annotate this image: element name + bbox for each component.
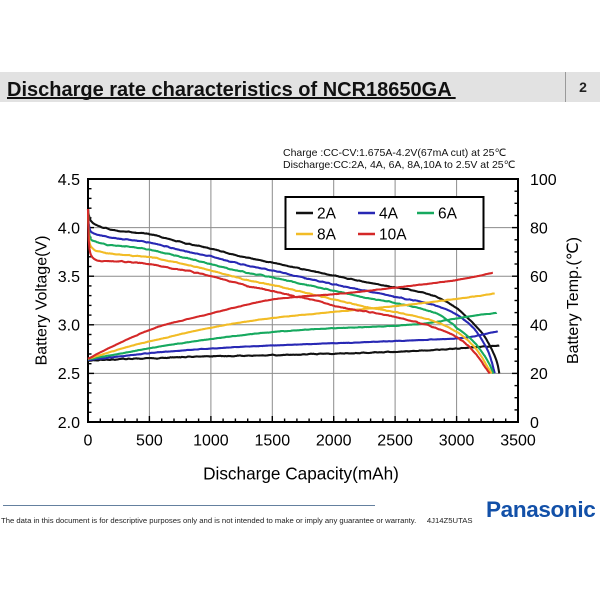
svg-text:Battery Voltage(V): Battery Voltage(V): [34, 236, 51, 366]
svg-text:4.5: 4.5: [58, 172, 80, 189]
svg-text:4A: 4A: [379, 206, 399, 223]
svg-text:10A: 10A: [379, 227, 407, 244]
svg-text:20: 20: [530, 366, 548, 383]
svg-text:3500: 3500: [500, 433, 536, 450]
svg-text:2A: 2A: [317, 206, 337, 223]
svg-text:2.5: 2.5: [58, 366, 80, 383]
svg-text:8A: 8A: [317, 227, 337, 244]
svg-text:Discharge Capacity(mAh): Discharge Capacity(mAh): [203, 464, 399, 484]
svg-text:2000: 2000: [316, 433, 352, 450]
svg-text:3.0: 3.0: [58, 318, 80, 335]
svg-text:0: 0: [84, 433, 93, 450]
svg-text:2.0: 2.0: [58, 415, 80, 432]
svg-text:3000: 3000: [439, 433, 475, 450]
svg-text:100: 100: [530, 172, 557, 189]
svg-text:2500: 2500: [377, 433, 413, 450]
svg-text:6A: 6A: [438, 206, 458, 223]
svg-text:Battery Temp.(℃): Battery Temp.(℃): [565, 237, 582, 364]
svg-text:1000: 1000: [193, 433, 229, 450]
svg-text:1500: 1500: [255, 433, 291, 450]
svg-text:4.0: 4.0: [58, 220, 80, 237]
svg-text:80: 80: [530, 220, 548, 237]
svg-text:40: 40: [530, 318, 548, 335]
svg-text:0: 0: [530, 415, 539, 432]
svg-text:3.5: 3.5: [58, 269, 80, 286]
svg-text:60: 60: [530, 269, 548, 286]
svg-text:500: 500: [136, 433, 163, 450]
